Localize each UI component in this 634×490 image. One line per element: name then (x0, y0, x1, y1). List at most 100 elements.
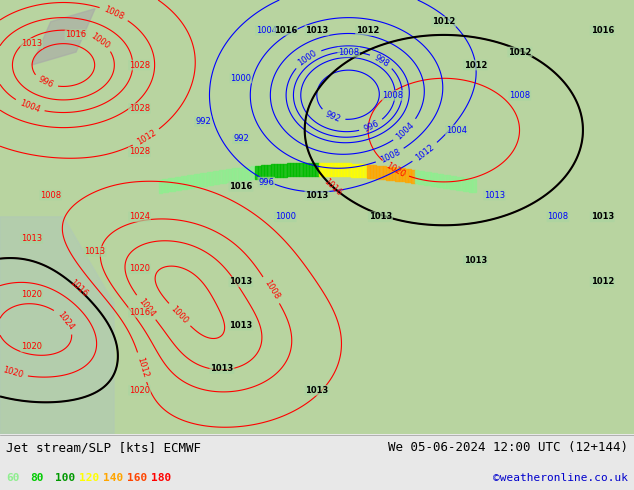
Bar (424, 172, 427, 185)
Text: 1013: 1013 (84, 247, 106, 256)
Bar (299, 163, 302, 176)
Bar (319, 163, 322, 175)
Bar (386, 167, 389, 179)
Bar (392, 167, 396, 180)
Bar (223, 170, 226, 183)
Bar (376, 166, 379, 178)
Bar (447, 175, 450, 188)
Bar (427, 172, 430, 185)
Text: 1004: 1004 (446, 125, 467, 135)
Text: 1004: 1004 (256, 26, 277, 35)
Bar (274, 164, 277, 177)
Bar (158, 180, 162, 193)
Bar (443, 174, 447, 188)
Text: 1012: 1012 (135, 356, 150, 379)
Bar (450, 175, 453, 189)
Text: 1008: 1008 (103, 4, 126, 22)
Bar (245, 167, 248, 180)
Bar (235, 168, 238, 181)
Text: 1008: 1008 (338, 48, 359, 56)
Text: ©weatheronline.co.uk: ©weatheronline.co.uk (493, 472, 628, 483)
Bar (347, 163, 351, 176)
Bar (302, 163, 306, 176)
Text: 1016: 1016 (591, 26, 614, 35)
Bar (287, 163, 290, 176)
Text: 1012: 1012 (591, 277, 614, 286)
Bar (366, 165, 370, 178)
Text: 1013: 1013 (21, 234, 42, 243)
Bar (466, 178, 469, 191)
Bar (238, 168, 242, 181)
Bar (437, 173, 440, 187)
Bar (213, 171, 216, 184)
Text: 1008: 1008 (509, 91, 531, 100)
Text: 996: 996 (37, 75, 55, 90)
Bar (357, 164, 360, 177)
Text: 1013: 1013 (591, 212, 614, 221)
Text: 1004: 1004 (18, 98, 41, 115)
Bar (309, 163, 312, 176)
Bar (344, 163, 347, 176)
Text: 1020: 1020 (384, 161, 406, 179)
Text: 1028: 1028 (129, 147, 150, 156)
Bar (472, 179, 476, 193)
Bar (271, 165, 274, 177)
Text: 1013: 1013 (306, 386, 328, 395)
Text: 1012: 1012 (464, 61, 487, 70)
Bar (396, 168, 399, 181)
Bar (251, 166, 255, 179)
Bar (373, 165, 376, 178)
Text: 1008: 1008 (40, 191, 61, 199)
Bar (389, 167, 392, 180)
Bar (383, 166, 386, 179)
Bar (354, 164, 357, 177)
Text: 1008: 1008 (378, 147, 401, 165)
Text: 1012: 1012 (414, 142, 436, 162)
Bar (328, 163, 332, 176)
Text: 1012: 1012 (135, 128, 158, 147)
Text: 1008: 1008 (262, 279, 281, 301)
Text: 100: 100 (55, 472, 75, 483)
Text: 992: 992 (195, 117, 210, 126)
Text: 1016: 1016 (322, 176, 344, 197)
Bar (411, 170, 415, 183)
Bar (312, 163, 315, 175)
Bar (165, 179, 168, 192)
Text: 1016: 1016 (65, 30, 87, 39)
Text: 1000: 1000 (230, 74, 252, 82)
Text: 1020: 1020 (21, 343, 42, 351)
Text: 1013: 1013 (484, 191, 505, 199)
Bar (351, 164, 354, 176)
Bar (322, 163, 325, 175)
Bar (306, 163, 309, 176)
Bar (325, 163, 328, 176)
Text: 80: 80 (30, 472, 44, 483)
Polygon shape (32, 9, 95, 65)
Bar (315, 163, 319, 175)
Text: 1013: 1013 (210, 364, 233, 373)
Bar (370, 165, 373, 178)
Bar (379, 166, 383, 179)
Text: 1012: 1012 (508, 48, 531, 56)
Text: 1016: 1016 (274, 26, 297, 35)
Text: 992: 992 (324, 109, 342, 123)
Bar (248, 167, 251, 179)
Bar (174, 177, 178, 190)
Bar (460, 177, 463, 190)
Bar (194, 174, 197, 187)
Bar (402, 169, 405, 181)
Bar (277, 164, 280, 177)
Bar (332, 163, 335, 176)
Bar (171, 178, 174, 191)
Bar (181, 176, 184, 189)
Text: 60: 60 (6, 472, 20, 483)
Bar (280, 164, 283, 177)
Text: 1013: 1013 (306, 191, 328, 199)
Bar (187, 175, 191, 188)
Text: 1013: 1013 (306, 26, 328, 35)
Bar (469, 179, 472, 192)
Bar (463, 178, 466, 191)
Bar (341, 163, 344, 176)
Bar (168, 178, 171, 191)
Text: 1000: 1000 (89, 31, 111, 50)
